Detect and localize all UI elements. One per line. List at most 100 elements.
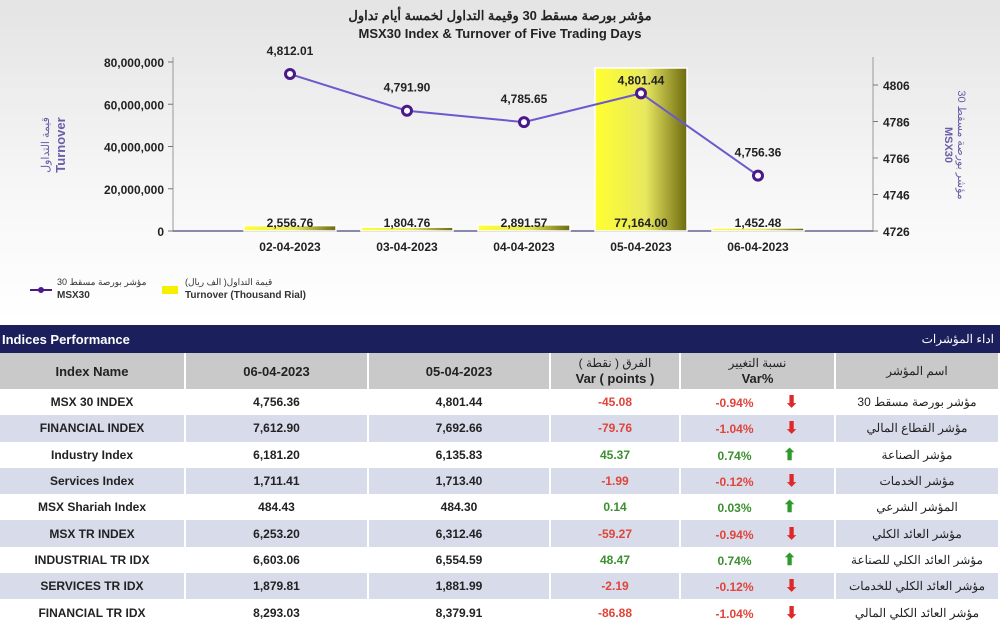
var-pct-cell: -1.04% ⬇ xyxy=(680,415,836,442)
index-name: MSX Shariah Index xyxy=(0,494,186,521)
point-label: 4,812.01 xyxy=(267,44,314,58)
value-date-1: 1,879.81 xyxy=(185,573,369,600)
legend-line-marker xyxy=(38,287,44,293)
value-date-1: 6,603.06 xyxy=(185,546,369,574)
bar-label: 2,556.76 xyxy=(267,216,314,230)
var-points: 0.14 xyxy=(550,494,681,521)
var-pct-cell: 0.74% ⬆ xyxy=(680,441,836,468)
value-date-2: 4,801.44 xyxy=(368,389,551,416)
point-label: 4,791.90 xyxy=(384,81,431,95)
value-date-1: 7,612.90 xyxy=(185,415,369,442)
x-tick-label: 04-04-2023 xyxy=(493,240,555,254)
var-pct-cell: 0.03% ⬆ xyxy=(680,494,836,521)
legend-turnover-ar: قيمة التداول( الف ريال) xyxy=(185,277,272,288)
table-row: Industry Index 6,181.20 6,135.83 45.37 0… xyxy=(0,441,1000,468)
var-pct: 0.74% xyxy=(717,553,752,568)
legend-bar-swatch xyxy=(162,286,178,294)
value-date-1: 6,253.20 xyxy=(185,520,369,547)
arrow-down-icon: ⬇ xyxy=(784,420,799,438)
var-points: 48.47 xyxy=(550,546,681,574)
value-date-1: 484.43 xyxy=(185,494,369,521)
chart-title-ar: مؤشر بورصة مسقط 30 وقيمة التداول لخمسة أ… xyxy=(348,8,652,23)
value-date-2: 7,692.66 xyxy=(368,415,551,442)
value-date-1: 1,711.41 xyxy=(185,467,369,495)
index-name: SERVICES TR IDX xyxy=(0,573,186,600)
legend-msx30: MSX30 xyxy=(57,290,90,301)
table-row: MSX TR INDEX 6,253.20 6,312.46 -59.27 -0… xyxy=(0,520,1000,547)
left-axis-label-ar: قيمة التداول xyxy=(40,117,52,173)
col-index-name: Index Name xyxy=(0,353,186,389)
right-axis-label-ar: مؤشر بورصة مسقط 30 xyxy=(955,90,967,199)
col-date-2: 05-04-2023 xyxy=(368,353,551,389)
table-row: MSX Shariah Index 484.43 484.30 0.14 0.0… xyxy=(0,494,1000,521)
value-date-2: 6,312.46 xyxy=(368,520,551,547)
var-points: -79.76 xyxy=(550,415,681,442)
arrow-up-icon: ⬆ xyxy=(782,446,797,464)
value-date-1: 6,181.20 xyxy=(185,441,369,468)
arrow-down-icon: ⬇ xyxy=(784,578,799,596)
index-name-ar: المؤشر الشرعي xyxy=(835,494,1000,521)
turnover-bar xyxy=(360,226,454,232)
table-row: FINANCIAL TR IDX 8,293.03 8,379.91 -86.8… xyxy=(0,599,1000,626)
value-date-2: 6,135.83 xyxy=(368,441,551,468)
bar-label: 1,452.48 xyxy=(735,216,782,230)
table-title-ar: اداء المؤشرات xyxy=(921,332,994,346)
table-title-bar: Indices Performance اداء المؤشرات xyxy=(0,325,1000,353)
left-tick-label: 80,000,000 xyxy=(104,56,164,70)
x-tick-label: 03-04-2023 xyxy=(376,240,438,254)
msx30-point xyxy=(635,87,647,100)
index-name-ar: مؤشر القطاع المالي xyxy=(835,415,1000,442)
table-row: Services Index 1,711.41 1,713.40 -1.99 -… xyxy=(0,467,1000,495)
right-tick-label: 4786 xyxy=(883,116,910,130)
var-pct-cell: -0.12% ⬇ xyxy=(680,467,836,495)
point-label: 4,756.36 xyxy=(735,146,782,160)
turnover-bar xyxy=(243,224,337,232)
value-date-1: 8,293.03 xyxy=(185,599,369,626)
col-var-pct: نسبة التغيير Var% xyxy=(680,353,836,389)
turnover-bar xyxy=(711,227,805,232)
value-date-2: 484.30 xyxy=(368,494,551,521)
index-name: Services Index xyxy=(0,467,186,495)
turnover-bar xyxy=(594,67,688,232)
left-tick-label: 60,000,000 xyxy=(104,98,164,112)
arrow-down-icon: ⬇ xyxy=(784,394,799,412)
arrow-down-icon: ⬇ xyxy=(784,525,799,543)
arrow-down-icon: ⬇ xyxy=(784,473,799,491)
left-tick-label: 20,000,000 xyxy=(104,183,164,197)
value-date-2: 8,379.91 xyxy=(368,599,551,626)
value-date-2: 1,881.99 xyxy=(368,573,551,600)
index-name-ar: مؤشر العائد الكلي للخدمات xyxy=(835,573,1000,600)
turnover-bar xyxy=(477,224,571,232)
bar-label: 1,804.76 xyxy=(384,216,431,230)
var-points: -86.88 xyxy=(550,599,681,626)
right-tick-label: 4726 xyxy=(883,225,910,239)
msx30-point xyxy=(518,116,530,129)
x-tick-label: 05-04-2023 xyxy=(610,240,672,254)
legend-msx30-ar: مؤشر بورصة مسقط 30 xyxy=(57,277,147,288)
right-tick-label: 4746 xyxy=(883,189,910,203)
arrow-up-icon: ⬆ xyxy=(782,551,797,569)
left-tick-label: 40,000,000 xyxy=(104,141,164,155)
index-name: INDUSTRIAL TR IDX xyxy=(0,546,186,574)
point-label: 4,785.65 xyxy=(501,92,548,106)
index-name: MSX 30 INDEX xyxy=(0,389,186,416)
var-points: -59.27 xyxy=(550,520,681,547)
msx30-point xyxy=(401,104,413,117)
right-tick-label: 4806 xyxy=(883,79,910,93)
col-date-1: 06-04-2023 xyxy=(185,353,369,389)
x-tick-label: 06-04-2023 xyxy=(727,240,789,254)
table-row: MSX 30 INDEX 4,756.36 4,801.44 -45.08 -0… xyxy=(0,389,1000,416)
var-pct-cell: -0.94% ⬇ xyxy=(680,389,836,416)
var-points: 45.37 xyxy=(550,441,681,468)
table-title: Indices Performance xyxy=(2,331,130,347)
index-name-ar: مؤشر العائد الكلي للصناعة xyxy=(835,546,1000,574)
var-pct: -0.12% xyxy=(715,580,754,595)
bar-label: 77,164.00 xyxy=(614,216,668,230)
index-name: MSX TR INDEX xyxy=(0,520,186,547)
table-row: SERVICES TR IDX 1,879.81 1,881.99 -2.19 … xyxy=(0,573,1000,600)
right-tick-label: 4766 xyxy=(883,152,910,166)
index-name-ar: مؤشر الصناعة xyxy=(835,441,1000,468)
msx30-point xyxy=(284,68,296,81)
x-tick-label: 02-04-2023 xyxy=(259,240,321,254)
col-index-name-ar: اسم المؤشر xyxy=(835,353,1000,389)
